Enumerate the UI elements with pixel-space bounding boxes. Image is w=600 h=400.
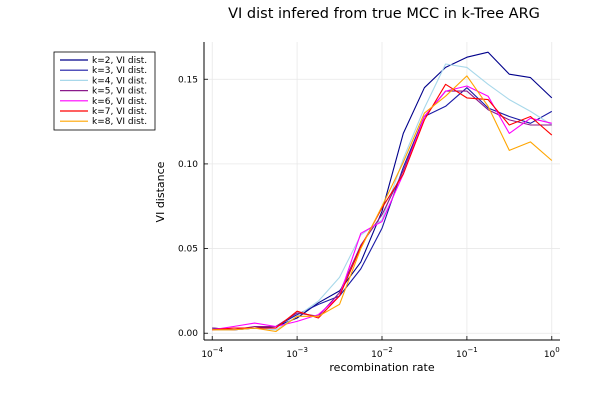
- x-tick-label: 10−4: [201, 346, 223, 360]
- x-tick-base: 10: [286, 350, 298, 360]
- x-tick-exponent: −4: [213, 346, 224, 354]
- legend-items: k=2, VI dist.k=3, VI dist.k=4, VI dist.k…: [60, 56, 147, 127]
- series-line-k4: [212, 63, 553, 331]
- x-tick-label: 10−3: [286, 346, 308, 360]
- x-tick-exponent: −3: [298, 346, 308, 354]
- y-tick-label: 0.05: [178, 245, 198, 255]
- y-tick-label: 0.15: [178, 75, 198, 85]
- y-tick-label: 0.00: [178, 329, 198, 339]
- chart-title: VI dist infered from true MCC in k-Tree …: [228, 6, 540, 22]
- x-tick-base: 10: [544, 350, 556, 360]
- legend-label: k=4, VI dist.: [92, 76, 147, 86]
- plot-lines: [212, 51, 553, 333]
- legend: k=2, VI dist.k=3, VI dist.k=4, VI dist.k…: [53, 51, 156, 131]
- x-tick-label: 100: [544, 346, 560, 360]
- series-line-k5: [212, 90, 552, 331]
- legend-label: k=2, VI dist.: [92, 56, 147, 66]
- y-axis-label: VI distance: [154, 161, 167, 222]
- y-ticks: 0.00 0.05 0.10 0.15: [178, 75, 208, 339]
- x-axis-label: recombination rate: [329, 361, 434, 374]
- y-tick-label: 0.10: [178, 160, 198, 170]
- legend-label: k=6, VI dist.: [92, 97, 147, 107]
- series-line-k8: [212, 75, 553, 333]
- x-tick-base: 10: [456, 350, 468, 360]
- legend-label: k=7, VI dist.: [92, 107, 147, 117]
- x-tick-exponent: −2: [383, 346, 393, 354]
- legend-label: k=8, VI dist.: [92, 117, 147, 127]
- x-tick-exponent: 0: [555, 346, 559, 354]
- x-tick-label: 10−1: [456, 346, 478, 360]
- x-ticks: 10−4 10−3 10−2 10−1 100: [201, 336, 560, 360]
- x-tick-base: 10: [201, 350, 213, 360]
- x-tick-exponent: −1: [467, 346, 477, 354]
- legend-label: k=5, VI dist.: [92, 87, 147, 97]
- grid: [204, 42, 560, 340]
- series-line-k7: [212, 83, 553, 331]
- x-tick-label: 10−2: [371, 346, 393, 360]
- x-tick-base: 10: [371, 350, 383, 360]
- legend-label: k=3, VI dist.: [92, 66, 147, 76]
